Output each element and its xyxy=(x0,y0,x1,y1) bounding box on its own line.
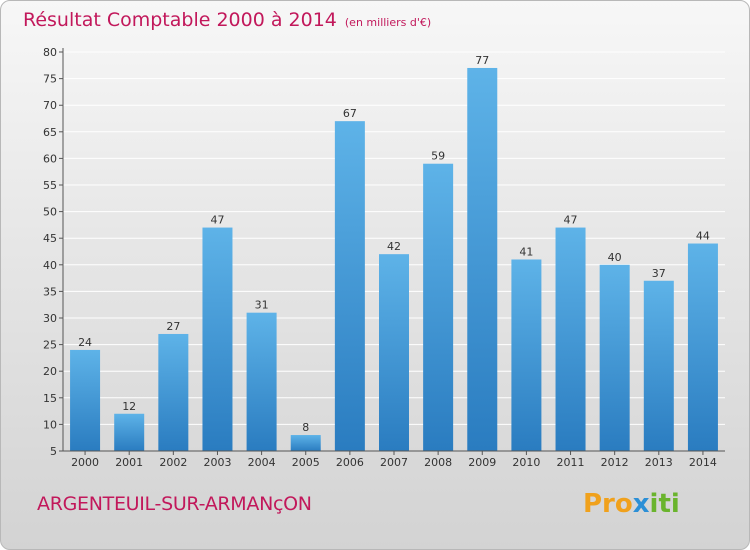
x-tick-label: 2010 xyxy=(512,456,540,469)
bar xyxy=(687,243,718,451)
x-tick-label: 2012 xyxy=(601,456,629,469)
x-tick-label: 2008 xyxy=(424,456,452,469)
data-label: 42 xyxy=(387,240,401,253)
bar xyxy=(114,413,145,451)
x-tick-label: 2009 xyxy=(468,456,496,469)
y-tick-label: 10 xyxy=(43,418,57,431)
bar xyxy=(379,254,409,451)
data-label: 67 xyxy=(343,107,357,120)
bar xyxy=(158,333,189,451)
bar xyxy=(202,227,233,451)
bar xyxy=(467,67,498,452)
data-label: 47 xyxy=(210,214,224,227)
bar xyxy=(423,163,454,451)
data-label: 8 xyxy=(302,421,309,434)
data-label: 27 xyxy=(166,320,180,333)
y-tick-label: 20 xyxy=(43,365,57,378)
x-tick-label: 2003 xyxy=(203,456,231,469)
y-tick-label: 50 xyxy=(43,206,57,219)
y-tick-label: 25 xyxy=(43,339,57,352)
y-tick-label: 15 xyxy=(43,392,57,405)
y-tick-label: 75 xyxy=(43,73,57,86)
data-label: 24 xyxy=(78,336,92,349)
x-tick-label: 2007 xyxy=(380,456,408,469)
data-label: 59 xyxy=(431,150,445,163)
y-tick-label: 35 xyxy=(43,285,57,298)
bar xyxy=(599,264,630,451)
bar xyxy=(555,227,586,451)
x-tick-label: 2001 xyxy=(115,456,143,469)
y-tick-label: 45 xyxy=(43,232,57,245)
y-tick-label: 55 xyxy=(43,179,57,192)
y-tick-label: 5 xyxy=(50,445,57,458)
bar xyxy=(334,121,365,451)
x-tick-label: 2014 xyxy=(689,456,717,469)
data-label: 31 xyxy=(255,299,269,312)
bar xyxy=(643,280,674,451)
data-label: 40 xyxy=(608,251,622,264)
bar xyxy=(246,312,277,451)
y-tick-label: 40 xyxy=(43,259,57,272)
data-label: 77 xyxy=(475,54,489,67)
bar xyxy=(511,259,542,451)
y-tick-label: 60 xyxy=(43,152,57,165)
x-tick-label: 2002 xyxy=(159,456,187,469)
chart-unit: (en milliers d'€) xyxy=(344,16,432,29)
x-tick-label: 2005 xyxy=(292,456,320,469)
y-tick-label: 70 xyxy=(43,99,57,112)
x-tick-label: 2011 xyxy=(557,456,585,469)
bar xyxy=(290,435,321,451)
y-tick-label: 30 xyxy=(43,312,57,325)
y-tick-label: 65 xyxy=(43,126,57,139)
proxiti-logo: Proxiti xyxy=(583,489,680,519)
x-tick-label: 2013 xyxy=(645,456,673,469)
chart-title: Résultat Comptable 2000 à 2014 (en millie… xyxy=(23,9,432,31)
x-tick-label: 2004 xyxy=(248,456,276,469)
y-tick-label: 80 xyxy=(43,46,57,59)
data-label: 44 xyxy=(696,230,710,243)
x-tick-label: 2000 xyxy=(71,456,99,469)
data-label: 47 xyxy=(564,214,578,227)
data-label: 37 xyxy=(652,267,666,280)
data-label: 12 xyxy=(122,400,136,413)
data-label: 41 xyxy=(519,245,533,258)
x-tick-label: 2006 xyxy=(336,456,364,469)
commune-name: ARGENTEUIL-SUR-ARMANçON xyxy=(37,493,312,515)
bar xyxy=(70,349,101,451)
